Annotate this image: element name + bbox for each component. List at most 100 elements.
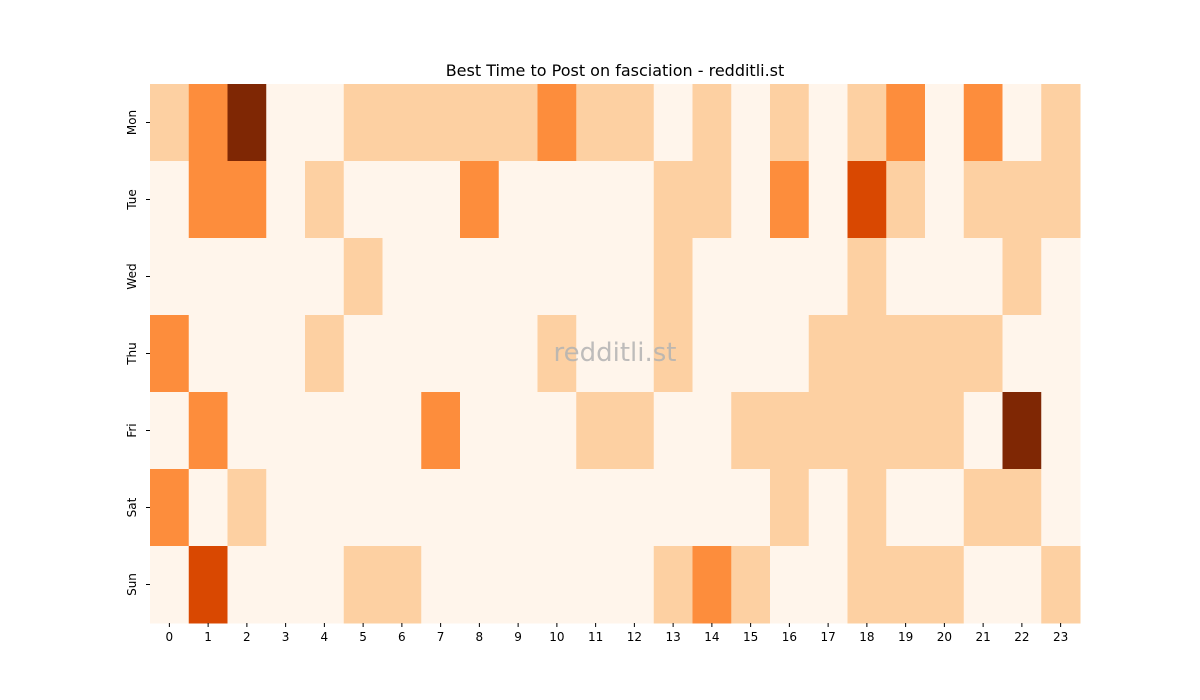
heatmap-cells [150,84,1081,624]
heatmap-cell-thu-21 [963,315,1003,393]
x-tick-label: 21 [975,630,990,644]
heatmap-cell-sun-4 [305,546,345,624]
heatmap-cell-fri-15 [731,392,771,470]
heatmap-cell-tue-20 [925,161,965,239]
heatmap-cell-tue-7 [421,161,461,239]
heatmap-cell-sat-11 [576,469,616,547]
heatmap-cell-sat-8 [460,469,500,547]
heatmap-cell-wed-18 [847,238,887,316]
heatmap-cell-mon-17 [808,84,848,162]
heatmap-cell-wed-12 [615,238,655,316]
heatmap-cell-tue-15 [731,161,771,239]
heatmap-cell-fri-4 [305,392,345,470]
heatmap-cell-thu-20 [925,315,965,393]
heatmap-cell-sun-22 [1002,546,1042,624]
heatmap-cell-wed-6 [382,238,422,316]
heatmap-cell-fri-11 [576,392,616,470]
heatmap-cell-thu-13 [653,315,693,393]
heatmap-cell-wed-17 [808,238,848,316]
heatmap-cell-fri-5 [343,392,383,470]
heatmap-cell-tue-11 [576,161,616,239]
heatmap-cell-tue-17 [808,161,848,239]
y-tick-label: Sun [125,573,139,596]
heatmap-cell-mon-4 [305,84,345,162]
x-tick-label: 14 [704,630,719,644]
heatmap-cell-fri-14 [692,392,732,470]
heatmap-cell-fri-20 [925,392,965,470]
heatmap-cell-sun-15 [731,546,771,624]
heatmap-cell-mon-2 [227,84,267,162]
heatmap-cell-mon-15 [731,84,771,162]
x-tick-label: 13 [665,630,680,644]
heatmap-cell-wed-7 [421,238,461,316]
y-tick-label: Fri [125,423,139,437]
heatmap-cell-thu-23 [1041,315,1081,393]
heatmap-cell-tue-19 [886,161,926,239]
heatmap-cell-sat-21 [963,469,1003,547]
heatmap-cell-thu-3 [266,315,306,393]
heatmap-cell-wed-10 [537,238,577,316]
heatmap-cell-mon-12 [615,84,655,162]
heatmap-cell-thu-11 [576,315,616,393]
heatmap-cell-mon-11 [576,84,616,162]
heatmap-cell-thu-4 [305,315,345,393]
heatmap-cell-sat-15 [731,469,771,547]
heatmap-cell-fri-13 [653,392,693,470]
heatmap-cell-mon-20 [925,84,965,162]
heatmap-cell-mon-8 [460,84,500,162]
x-tick-label: 1 [204,630,212,644]
heatmap-cell-wed-11 [576,238,616,316]
heatmap-cell-wed-15 [731,238,771,316]
heatmap-cell-fri-3 [266,392,306,470]
heatmap-cell-wed-2 [227,238,267,316]
heatmap-cell-mon-3 [266,84,306,162]
y-tick-label: Thu [125,342,139,366]
heatmap-cell-tue-3 [266,161,306,239]
y-tick-label: Tue [125,189,139,211]
heatmap-cell-mon-19 [886,84,926,162]
heatmap-cell-fri-12 [615,392,655,470]
y-tick-label: Wed [125,263,139,289]
heatmap-cell-fri-19 [886,392,926,470]
x-tick-label: 3 [282,630,290,644]
heatmap-cell-mon-1 [188,84,228,162]
heatmap-cell-tue-22 [1002,161,1042,239]
heatmap-cell-sun-12 [615,546,655,624]
heatmap-cell-fri-10 [537,392,577,470]
x-tick-label: 10 [549,630,564,644]
heatmap-cell-sun-18 [847,546,887,624]
heatmap-cell-sat-6 [382,469,422,547]
heatmap-cell-fri-0 [150,392,190,470]
heatmap-cell-wed-14 [692,238,732,316]
heatmap-cell-thu-7 [421,315,461,393]
heatmap-cell-thu-17 [808,315,848,393]
x-tick-label: 18 [859,630,874,644]
heatmap-cell-wed-0 [150,238,190,316]
heatmap-cell-sun-16 [770,546,810,624]
heatmap-cell-sat-22 [1002,469,1042,547]
heatmap-cell-thu-1 [188,315,228,393]
heatmap-cell-tue-13 [653,161,693,239]
heatmap-cell-thu-6 [382,315,422,393]
heatmap-cell-sat-5 [343,469,383,547]
chart-title: Best Time to Post on fasciation - reddit… [446,61,785,80]
heatmap-cell-thu-16 [770,315,810,393]
heatmap-cell-sun-0 [150,546,190,624]
heatmap-cell-wed-5 [343,238,383,316]
heatmap-cell-thu-12 [615,315,655,393]
heatmap-cell-sat-12 [615,469,655,547]
heatmap-cell-sun-11 [576,546,616,624]
x-tick-label: 2 [243,630,251,644]
heatmap-cell-sat-18 [847,469,887,547]
y-tick-label: Sat [125,497,139,517]
heatmap-cell-sun-10 [537,546,577,624]
heatmap-cell-tue-6 [382,161,422,239]
heatmap-cell-wed-23 [1041,238,1081,316]
heatmap-cell-sun-21 [963,546,1003,624]
heatmap-cell-sat-13 [653,469,693,547]
heatmap-cell-sun-3 [266,546,306,624]
heatmap-cell-sun-17 [808,546,848,624]
heatmap-cell-mon-0 [150,84,190,162]
heatmap-cell-tue-14 [692,161,732,239]
